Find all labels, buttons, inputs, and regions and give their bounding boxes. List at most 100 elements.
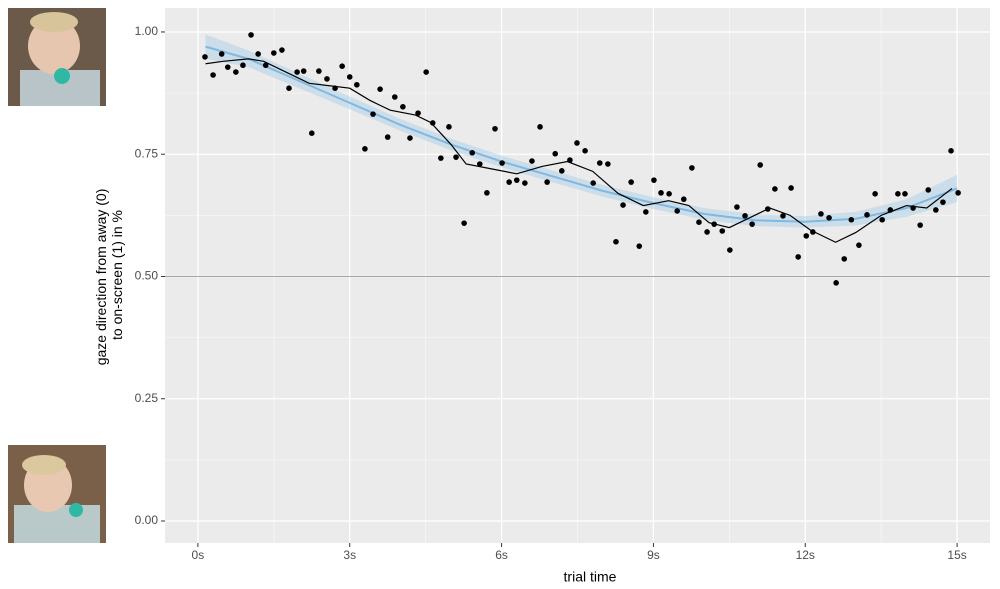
point	[286, 85, 292, 92]
point	[279, 47, 285, 53]
point	[620, 202, 626, 208]
point	[400, 103, 406, 110]
point	[780, 213, 786, 219]
point	[574, 140, 580, 146]
point	[772, 186, 778, 192]
point	[240, 62, 246, 69]
point	[210, 72, 216, 78]
point	[925, 187, 932, 193]
y-axis-title: gaze direction from away (0) to on-scree…	[93, 185, 125, 366]
point	[948, 147, 954, 154]
x-tick-label: 9s	[647, 548, 660, 562]
point	[453, 154, 459, 160]
y-tick-label: 0.50	[135, 269, 159, 283]
point	[734, 204, 740, 210]
point	[415, 110, 421, 116]
point	[271, 50, 277, 56]
point	[596, 160, 603, 166]
point	[346, 74, 353, 80]
point	[218, 51, 225, 57]
point	[384, 134, 391, 140]
point	[438, 155, 444, 161]
x-axis-title: trial time	[564, 569, 617, 585]
point	[810, 229, 816, 235]
point	[513, 177, 520, 183]
point	[233, 69, 239, 75]
point	[461, 220, 467, 226]
point	[848, 216, 855, 223]
smooth-line	[205, 58, 953, 243]
point	[696, 219, 702, 225]
y-tick-label: 1.00	[135, 24, 159, 38]
photo-bottom	[8, 445, 106, 543]
point	[377, 86, 383, 92]
point	[506, 179, 512, 185]
point	[833, 280, 839, 286]
point	[666, 191, 672, 197]
point	[826, 214, 832, 221]
point	[262, 62, 269, 69]
point	[477, 161, 483, 167]
point	[559, 168, 565, 174]
point	[582, 147, 588, 154]
point	[674, 208, 681, 214]
point	[429, 120, 436, 126]
point	[294, 69, 300, 75]
point	[308, 130, 315, 136]
point	[484, 190, 490, 196]
photo-top	[8, 8, 106, 106]
point	[354, 81, 360, 88]
point	[940, 199, 946, 205]
point	[544, 179, 550, 185]
point	[749, 221, 755, 227]
point	[529, 158, 535, 164]
point	[332, 85, 338, 92]
x-tick-label: 15s	[947, 548, 966, 562]
point	[818, 211, 824, 217]
y-tick-label: 0.75	[135, 146, 159, 160]
point	[658, 190, 664, 196]
point	[300, 68, 307, 74]
confidence-band	[205, 34, 958, 228]
point	[864, 212, 870, 218]
point	[895, 191, 901, 197]
point	[362, 146, 368, 152]
point	[902, 191, 908, 197]
point	[651, 177, 657, 183]
point	[643, 209, 649, 215]
point	[887, 207, 894, 213]
point	[628, 179, 634, 185]
point	[788, 185, 794, 191]
point	[711, 221, 717, 227]
point	[255, 51, 261, 57]
x-tick-label: 0s	[192, 548, 205, 562]
point	[933, 207, 939, 213]
point	[742, 213, 748, 219]
point	[224, 64, 231, 70]
smooth-line	[205, 45, 958, 223]
point	[446, 124, 452, 130]
point	[567, 157, 573, 163]
point	[605, 161, 611, 167]
point	[955, 190, 961, 196]
point	[872, 191, 878, 197]
point	[391, 94, 398, 100]
y-tick-label: 0.25	[135, 391, 159, 405]
point	[856, 242, 862, 248]
point	[757, 162, 764, 168]
point	[910, 205, 916, 211]
point	[613, 238, 619, 245]
point	[339, 63, 345, 69]
point	[841, 256, 848, 262]
point	[370, 111, 376, 117]
x-tick-label: 12s	[796, 548, 815, 562]
point	[719, 228, 726, 234]
point	[537, 124, 543, 130]
point	[499, 160, 505, 166]
y-tick-label: 0.00	[135, 513, 159, 527]
point	[469, 149, 476, 156]
y-axis-title-line: to on-screen (1) in %	[109, 210, 125, 340]
point	[917, 222, 923, 228]
x-tick-label: 3s	[343, 548, 356, 562]
